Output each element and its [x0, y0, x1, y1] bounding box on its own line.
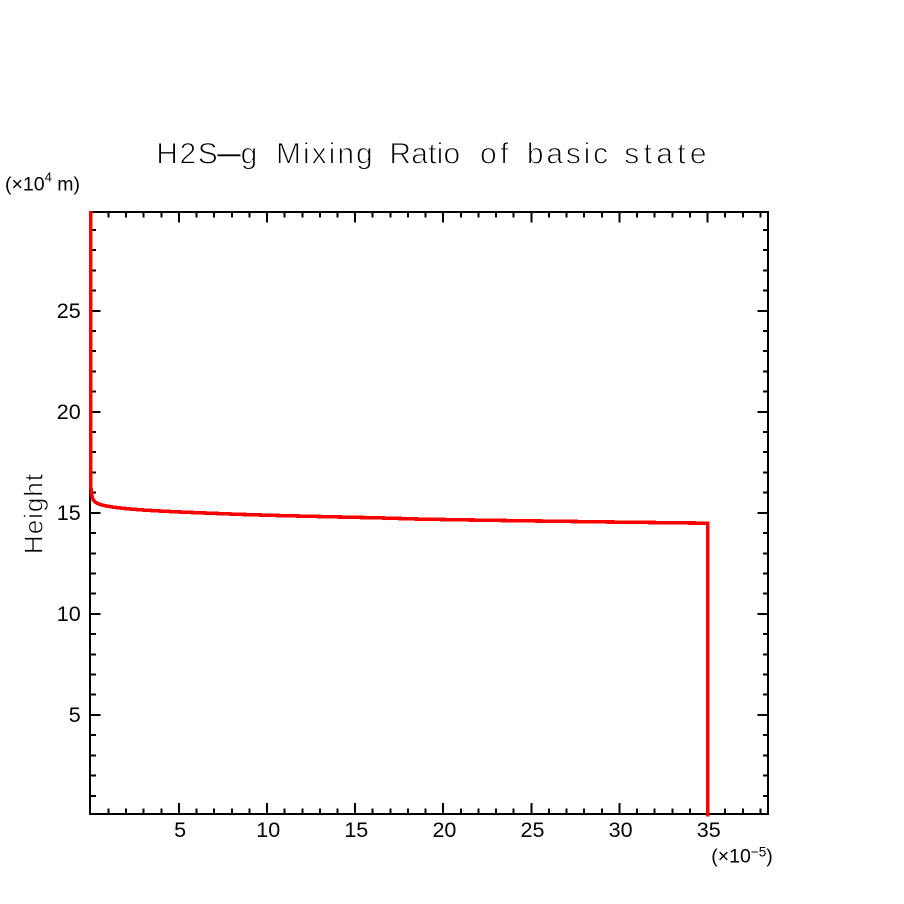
svg-text:25: 25	[521, 818, 545, 842]
svg-text:10: 10	[57, 602, 81, 626]
svg-text:5: 5	[69, 703, 81, 727]
svg-text:Height: Height	[18, 473, 48, 554]
svg-text:30: 30	[609, 818, 633, 842]
svg-text:15: 15	[57, 501, 81, 525]
svg-text:of: of	[480, 138, 512, 171]
svg-text:10: 10	[256, 818, 280, 842]
svg-text:(×10−5): (×10−5)	[711, 844, 772, 867]
svg-text:20: 20	[432, 818, 456, 842]
svg-text:15: 15	[344, 818, 368, 842]
svg-text:35: 35	[697, 818, 721, 842]
svg-text:g: g	[241, 138, 258, 171]
svg-text:20: 20	[57, 400, 81, 424]
svg-text:Ratio: Ratio	[389, 138, 460, 171]
svg-text:(×104 m): (×104 m)	[5, 170, 80, 196]
svg-text:25: 25	[57, 299, 81, 323]
svg-text:H2S: H2S	[156, 138, 219, 171]
svg-text:basic: basic	[527, 138, 611, 171]
svg-text:Mixing: Mixing	[276, 138, 375, 171]
svg-text:5: 5	[174, 818, 186, 842]
svg-text:state: state	[624, 138, 711, 171]
